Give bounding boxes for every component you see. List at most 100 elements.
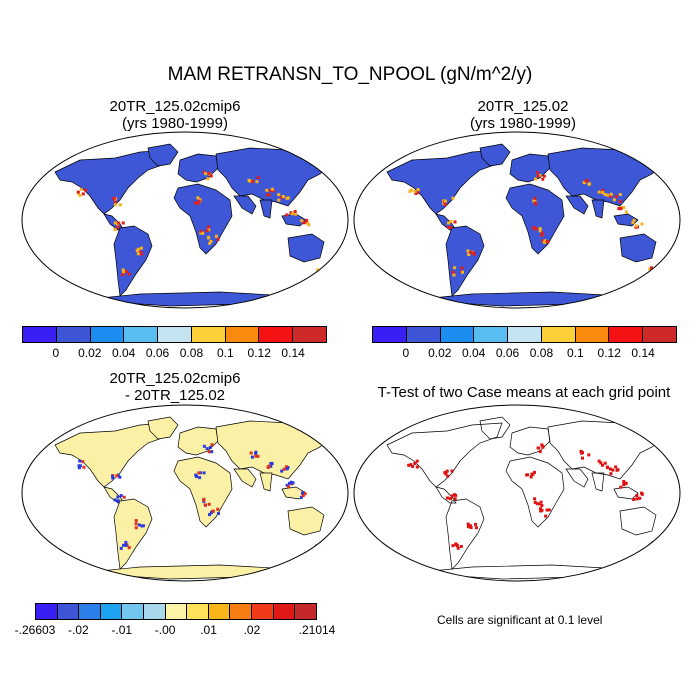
grid-cell (469, 526, 473, 530)
grid-cell (300, 219, 304, 223)
grid-cell (124, 270, 128, 274)
grid-cell (539, 507, 543, 511)
colorbar-2-swatches (372, 326, 677, 343)
panel-2-title-line2: (yrs 1980-1999) (470, 115, 576, 132)
grid-cell (206, 177, 210, 181)
continent-shape (233, 468, 257, 488)
grid-cell (415, 459, 419, 463)
grid-cell (140, 524, 144, 528)
grid-cell (124, 543, 128, 547)
grid-cell (532, 199, 536, 203)
grid-cell (118, 475, 122, 479)
grid-cell (534, 177, 538, 181)
grid-cell (545, 508, 549, 512)
grid-cell (121, 273, 125, 277)
grid-cell (249, 451, 253, 455)
grid-cell (533, 497, 537, 501)
grid-cell (302, 221, 306, 225)
grid-cell (83, 188, 87, 192)
grid-cell (525, 473, 529, 477)
grid-cell (449, 220, 453, 224)
colorbar-panel-1: 0 0.02 0.04 0.06 0.08 0.1 0.12 0.14 (22, 326, 327, 362)
grid-cell (269, 188, 273, 192)
colorbar-panel-2: 0 0.02 0.04 0.06 0.08 0.1 0.12 0.14 (372, 326, 677, 362)
grid-cell (207, 450, 211, 454)
grid-cell (653, 268, 657, 272)
map-border (353, 131, 681, 309)
grid-cell (472, 252, 476, 256)
grid-cell (256, 176, 260, 180)
grid-cell (540, 234, 544, 238)
map-3-content (22, 405, 348, 581)
grid-cell (634, 224, 638, 228)
colorbar-tick-label: 0.12 (597, 346, 621, 360)
grid-cell (454, 542, 458, 546)
grid-cell (196, 196, 200, 200)
grid-cell (407, 463, 411, 467)
colorbar-swatch (643, 327, 677, 342)
grid-cell (208, 241, 212, 245)
grid-cell (267, 193, 271, 197)
grid-cell (443, 202, 447, 206)
continent-shape (619, 506, 657, 536)
colorbar-tick-label: 0.08 (179, 346, 204, 360)
continent-shape (259, 199, 273, 219)
panel-2-title-line1: 20TR_125.02 (477, 98, 569, 115)
map-2-content (354, 132, 680, 308)
grid-cell (466, 525, 470, 529)
colorbar-tick-label: 0.06 (495, 346, 520, 360)
map-panel-3 (21, 404, 349, 582)
grid-cell (266, 193, 270, 197)
grid-cell (136, 247, 140, 251)
panel-1-title-line2: (yrs 1980-1999) (122, 115, 228, 132)
colorbar-swatch (295, 604, 316, 619)
grid-cell (119, 546, 123, 550)
grid-cell (603, 193, 607, 197)
grid-cell (453, 220, 457, 224)
grid-cell (415, 465, 419, 469)
grid-cell (622, 483, 626, 487)
grid-cell (450, 469, 454, 473)
grid-cell (538, 229, 542, 233)
grid-cell (117, 499, 121, 503)
grid-cell (468, 524, 472, 528)
grid-cell (287, 485, 291, 489)
colorbar-tick-label: 0 (402, 346, 410, 360)
grid-cell (291, 481, 295, 485)
grid-cell (618, 199, 622, 203)
colorbar-swatch (225, 327, 260, 342)
colorbar-swatch (165, 604, 188, 619)
grid-cell (247, 178, 251, 182)
grid-cell (136, 252, 140, 256)
grid-cell (127, 546, 131, 550)
grid-cell (469, 250, 473, 254)
grid-cell (139, 246, 143, 250)
grid-cell (78, 193, 82, 197)
grid-cell (587, 182, 591, 186)
panel-2-title: 20TR_125.02 (yrs 1980-1999) (368, 98, 678, 132)
grid-cell (321, 268, 325, 272)
grid-cell (536, 171, 540, 175)
grid-cell (416, 191, 420, 195)
grid-cell (416, 188, 420, 192)
colorbar-panel-3: -.26603 -.02 -.01 -.00 .01 .02 .21014 (15, 603, 335, 639)
colorbar-swatch (57, 604, 80, 619)
colorbar-1-swatches (22, 326, 327, 343)
grid-cell (540, 443, 544, 447)
grid-cell (270, 462, 274, 466)
colorbar-swatch (56, 327, 91, 342)
colorbar-tick-label: 0.14 (281, 346, 305, 360)
continent-shape (113, 225, 153, 297)
colorbar-tick-label: -.02 (68, 623, 89, 637)
grid-cell (447, 221, 451, 225)
grid-cell (614, 195, 618, 199)
colorbar-swatch (122, 604, 145, 619)
grid-cell (198, 198, 202, 202)
grid-cell (606, 466, 610, 470)
grid-cell (534, 227, 538, 231)
grid-cell (587, 453, 591, 457)
grid-cell (536, 174, 540, 178)
grid-cell (139, 250, 143, 254)
grid-cell (127, 272, 131, 276)
grid-cell (207, 225, 211, 229)
